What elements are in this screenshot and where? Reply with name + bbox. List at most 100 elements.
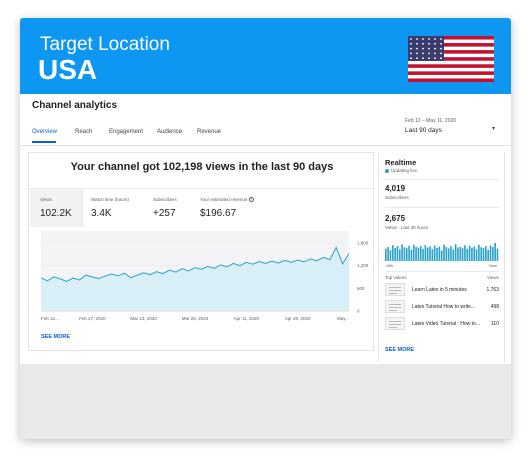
realtime-bar bbox=[412, 244, 415, 261]
realtime-bar bbox=[459, 246, 462, 261]
tab-audience[interactable]: Audience bbox=[157, 129, 183, 135]
metric-value: 3.4K bbox=[91, 208, 112, 219]
metric-revenue[interactable]: Your estimated revenue ? $196.67 bbox=[190, 189, 270, 227]
video-title[interactable]: Latex Video Tutorial : How to... bbox=[412, 321, 481, 327]
realtime-bar-chart bbox=[385, 243, 499, 261]
metric-watch-time[interactable]: Watch time (hours) 3.4K bbox=[81, 189, 143, 227]
tab-overview[interactable]: Overview bbox=[32, 129, 58, 135]
flag-star bbox=[440, 38, 442, 40]
realtime-bar bbox=[492, 247, 494, 261]
top-video-row[interactable]: Latex Tutorial How to write... 498 bbox=[385, 300, 499, 316]
flag-star bbox=[440, 52, 442, 55]
flag-star bbox=[410, 47, 412, 50]
flag-star bbox=[428, 57, 430, 60]
x-tick-label: Apr 11, 2020 bbox=[234, 316, 260, 321]
realtime-bar bbox=[440, 250, 443, 261]
metric-subscribers[interactable]: Subscribers +257 bbox=[143, 189, 191, 227]
video-thumbnail[interactable] bbox=[385, 283, 405, 296]
see-more-link[interactable]: SEE MORE bbox=[41, 334, 71, 340]
flag-stripe bbox=[408, 50, 494, 54]
realtime-bar bbox=[408, 245, 410, 261]
realtime-bar bbox=[478, 244, 480, 261]
flag-stripe bbox=[408, 74, 494, 79]
x-tick-label: May... bbox=[337, 316, 349, 321]
flag-star bbox=[410, 52, 412, 55]
realtime-bar bbox=[403, 247, 406, 261]
metric-label: Watch time (hours) bbox=[91, 197, 129, 202]
video-thumbnail[interactable] bbox=[385, 317, 405, 330]
flag-star bbox=[416, 42, 418, 45]
flag-stripe bbox=[408, 53, 494, 58]
realtime-bar bbox=[396, 246, 399, 261]
realtime-bar bbox=[385, 248, 387, 261]
realtime-bar bbox=[443, 244, 445, 261]
period-selector[interactable]: Last 90 days bbox=[405, 127, 442, 134]
metric-value: 102.2K bbox=[40, 208, 72, 219]
realtime-title: Realtime bbox=[385, 158, 417, 167]
video-views: 498 bbox=[490, 304, 499, 310]
top-video-row[interactable]: Learn Latex in 5 minutes 1,763 bbox=[385, 283, 499, 299]
flag-star bbox=[422, 57, 424, 60]
flag-star bbox=[434, 57, 436, 60]
realtime-bar bbox=[496, 248, 499, 261]
realtime-bar bbox=[457, 247, 459, 261]
realtime-bar bbox=[389, 250, 392, 261]
metric-value: +257 bbox=[153, 208, 176, 219]
metric-label: Views bbox=[40, 197, 52, 202]
info-icon[interactable]: ? bbox=[248, 197, 254, 203]
flag-star bbox=[440, 47, 442, 50]
flag-star bbox=[422, 42, 424, 45]
tab-revenue[interactable]: Revenue bbox=[197, 129, 222, 135]
flag-star bbox=[428, 52, 430, 55]
top-video-row[interactable]: Latex Video Tutorial : How to... 110 bbox=[385, 317, 499, 333]
x-tick-label: Mar 13, 2020 bbox=[130, 316, 157, 321]
flag-star bbox=[422, 47, 424, 50]
flag-star bbox=[416, 47, 418, 50]
flag-star bbox=[434, 42, 436, 45]
realtime-bar bbox=[487, 249, 489, 261]
flag-star bbox=[410, 38, 412, 40]
metric-views[interactable]: Views 102.2K bbox=[30, 189, 83, 227]
realtime-bar bbox=[415, 246, 417, 261]
flag-star bbox=[410, 42, 412, 45]
flag-stripe bbox=[408, 39, 494, 44]
dropdown-caret-icon[interactable]: ▾ bbox=[492, 126, 496, 132]
flag-stripe bbox=[408, 46, 494, 51]
y-tick-label: 0 bbox=[357, 309, 360, 314]
realtime-bar bbox=[398, 249, 401, 261]
flag-stripe bbox=[408, 64, 494, 68]
views-area-fill bbox=[41, 247, 349, 311]
views-headline: Your channel got 102,198 views in the la… bbox=[70, 161, 334, 173]
realtime-bar bbox=[480, 247, 483, 261]
views-48h-label: Views · Last 48 hours bbox=[385, 225, 429, 230]
usa-flag-icon bbox=[408, 36, 494, 82]
y-tick-label: 1,800 bbox=[357, 241, 369, 246]
bar-start-label: -48h bbox=[385, 263, 394, 268]
bar-end-label: Now bbox=[489, 263, 498, 268]
flag-star bbox=[428, 38, 430, 40]
divider bbox=[20, 145, 511, 146]
video-title[interactable]: Latex Tutorial How to write... bbox=[412, 304, 476, 310]
video-title[interactable]: Learn Latex in 5 minutes bbox=[412, 287, 467, 293]
flag-stripe bbox=[408, 36, 494, 40]
tab-engagement[interactable]: Engagement bbox=[109, 129, 144, 135]
location-banner: Target Location USA bbox=[20, 18, 511, 94]
metric-label: Your estimated revenue ? bbox=[200, 197, 254, 203]
see-more-realtime-link[interactable]: SEE MORE bbox=[385, 347, 415, 353]
video-thumbnail[interactable] bbox=[385, 300, 405, 313]
realtime-bar bbox=[438, 246, 441, 261]
realtime-bar bbox=[431, 249, 434, 261]
divider bbox=[29, 188, 375, 189]
metric-label-text: Your estimated revenue bbox=[200, 197, 248, 202]
views-chart: 1,800 1,200 600 0 Feb 12,... Feb 27, 2020 Mar … bbox=[40, 231, 369, 321]
subscribers-label: Subscribers bbox=[385, 195, 409, 200]
top-videos-views-header: Views bbox=[487, 275, 499, 280]
x-tick-label: Mar 28, 2020 bbox=[182, 316, 209, 321]
active-tab-indicator bbox=[32, 141, 56, 143]
flag-star bbox=[416, 52, 418, 55]
realtime-bar bbox=[424, 245, 427, 261]
tab-reach[interactable]: Reach bbox=[75, 129, 93, 135]
video-views: 1,763 bbox=[486, 287, 499, 293]
flag-stripe bbox=[408, 67, 494, 72]
flag-star bbox=[440, 42, 442, 45]
